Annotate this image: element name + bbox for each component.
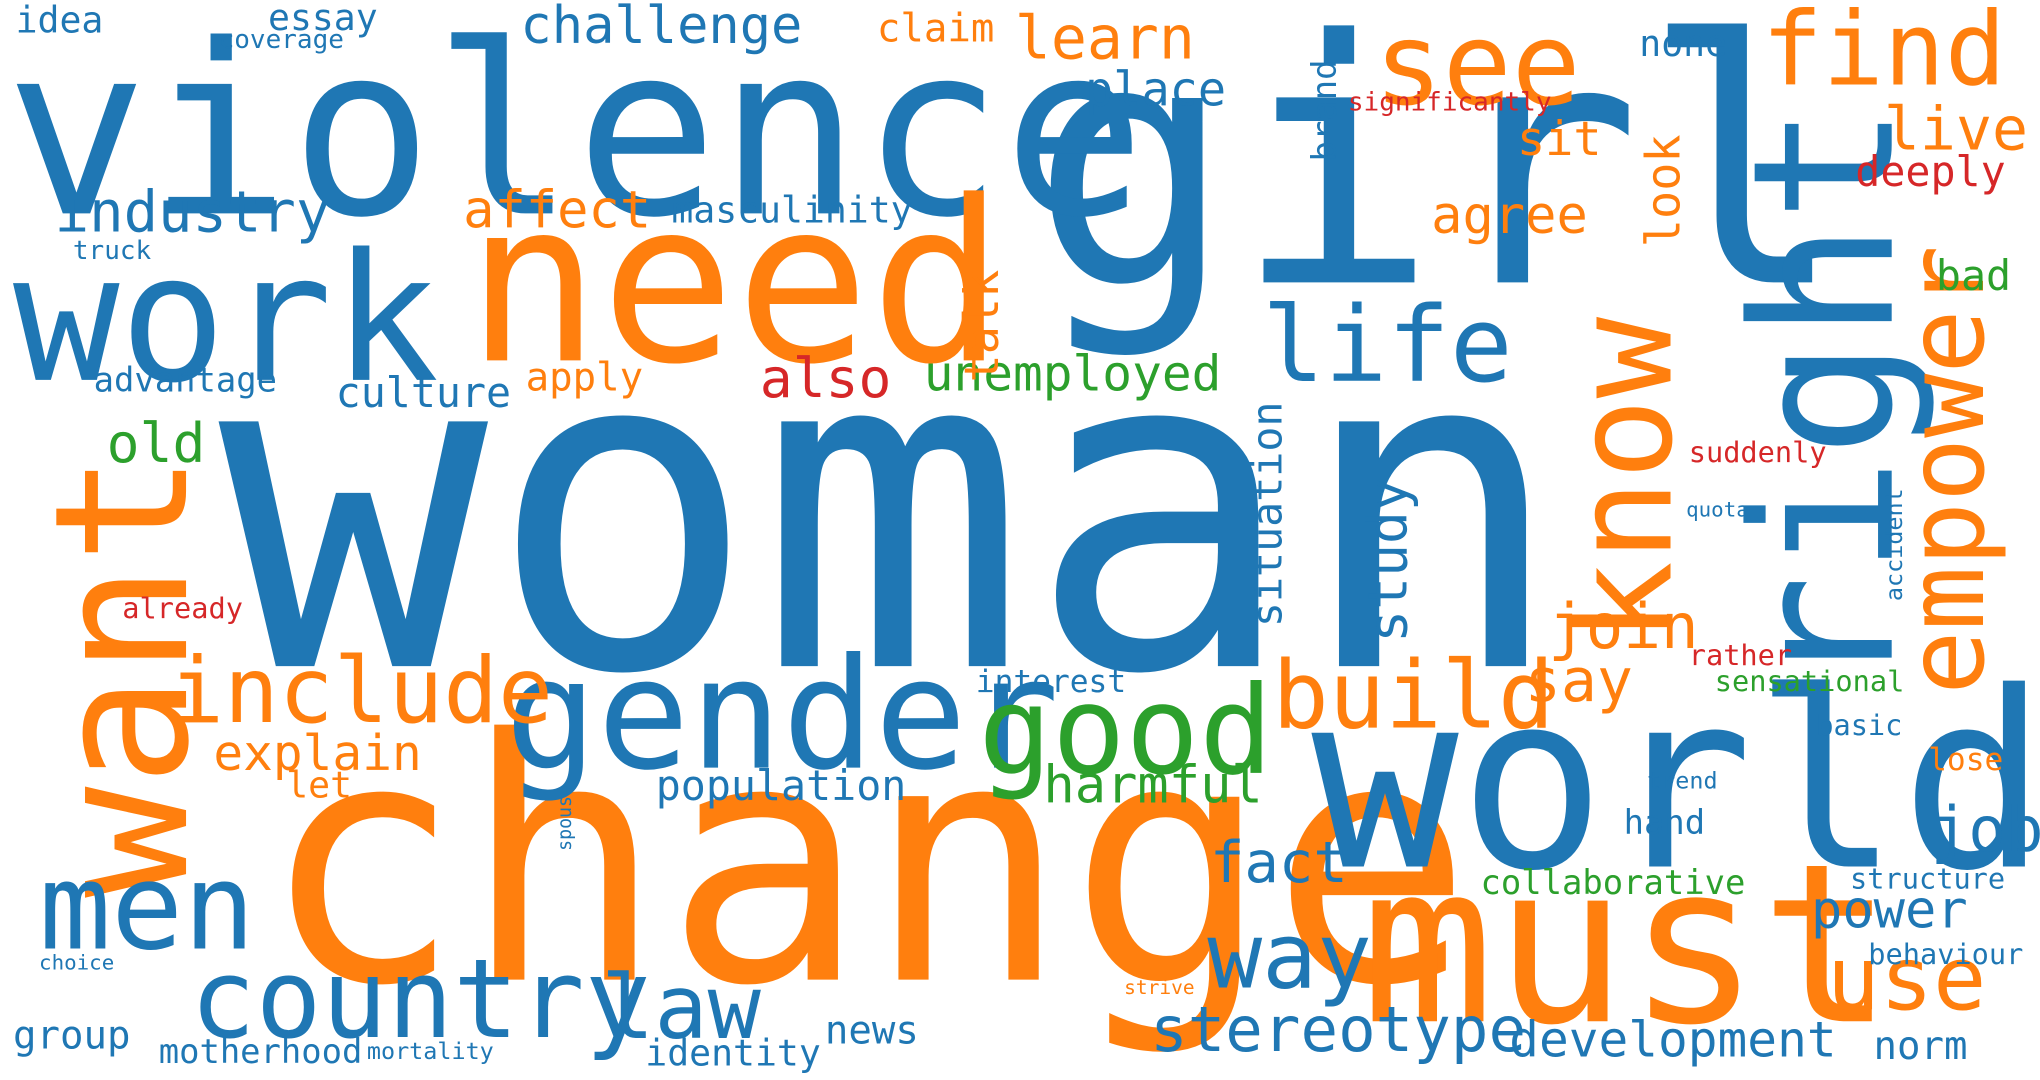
word-trend: trend [1647,767,1718,795]
word-significantly: significantly [1347,85,1552,118]
word-fact: fact [1209,830,1348,897]
word-deeply: deeply [1855,147,2006,197]
word-identity: identity [645,1031,821,1075]
word-challenge: challenge [520,0,803,56]
word-find: find [1761,0,2006,110]
word-job: job [1930,793,2040,867]
word-let: let [286,763,353,807]
word-brand: brand [1306,59,1346,162]
word-woman: woman [218,252,1566,773]
word-world: world [1311,640,2040,926]
word-essay: essay [268,0,378,40]
word-coverage: coverage [218,23,344,55]
word-need: need [465,152,1005,414]
word-rather: rather [1688,640,1793,673]
word-gender: gender [504,624,1060,805]
word-collaborative: collaborative [1480,863,1746,903]
word-none: none [1639,22,1728,66]
word-strive: strive [1124,975,1195,1000]
word-industry: industry [54,179,331,246]
word-see: see [1373,0,1581,132]
word-explain: explain [213,724,422,782]
word-group: group [13,1013,131,1060]
word-development: development [1509,1010,1837,1069]
word-basic: basic [1816,710,1903,743]
word-look: look [1637,134,1692,248]
word-place: place [1085,63,1227,118]
word-advantage: advantage [93,361,277,401]
word-mortality: mortality [366,1038,494,1066]
word-work: work [13,217,440,423]
word-masculinity: masculinity [671,188,913,232]
word-choice: choice [39,949,115,975]
word-men: men [39,837,256,978]
word-norm: norm [1873,1023,1968,1070]
word-structure: structure [1850,863,2006,897]
word-girl: girl [1030,0,1846,363]
word-already: already [122,593,243,626]
word-agree: agree [1431,186,1588,246]
word-harmful: harmful [1043,755,1263,816]
word-spouse: spouse [555,785,577,851]
word-affect: affect [463,180,652,241]
word-learn: learn [1014,2,1195,73]
word-study: study [1355,478,1420,643]
word-violence: violence [5,0,1146,270]
word-unemployed: unemployed [923,344,1222,403]
word-quota: quota [1686,496,1749,522]
word-culture: culture [335,368,512,418]
word-old: old [106,411,206,475]
word-news: news [824,1008,919,1054]
word-truck: truck [72,234,152,266]
word-say: say [1524,645,1633,716]
word-interest: interest [975,663,1127,700]
word-idea: idea [15,0,104,42]
word-talk: talk [956,269,1010,383]
word-change: change [260,668,1473,1060]
word-join: join [1548,590,1699,664]
word-situation: situation [1242,401,1292,628]
word-lose: lose [1928,741,2004,779]
word-stereotype: stereotype [1150,993,1527,1067]
word-live: live [1883,93,2029,164]
word-apply: apply [525,355,644,401]
word-behaviour: behaviour [1868,939,2024,972]
word-claim: claim [876,6,995,53]
word-also: also [759,346,892,410]
word-life: life [1261,284,1513,406]
word-power: power [1811,880,1968,941]
word-way: way [1207,902,1372,1010]
word-population: population [655,761,907,811]
word-good: good [978,660,1273,803]
word-empower: empower [1885,245,2009,695]
word-accident: accident [1881,488,1909,602]
word-country: country [189,935,651,1063]
word-must: must [1360,817,1894,1075]
word-sensational: sensational [1714,666,1905,699]
word-motherhood: motherhood [158,1033,363,1073]
word-sit: sit [1516,113,1602,167]
word-hand: hand [1623,804,1706,844]
word-include: include [169,637,553,745]
word-build: build [1272,640,1555,750]
word-law: law [601,957,761,1061]
word-suddenly: suddenly [1688,437,1827,470]
word-bad: bad [1935,251,2012,301]
word-use: use [1826,928,1987,1032]
